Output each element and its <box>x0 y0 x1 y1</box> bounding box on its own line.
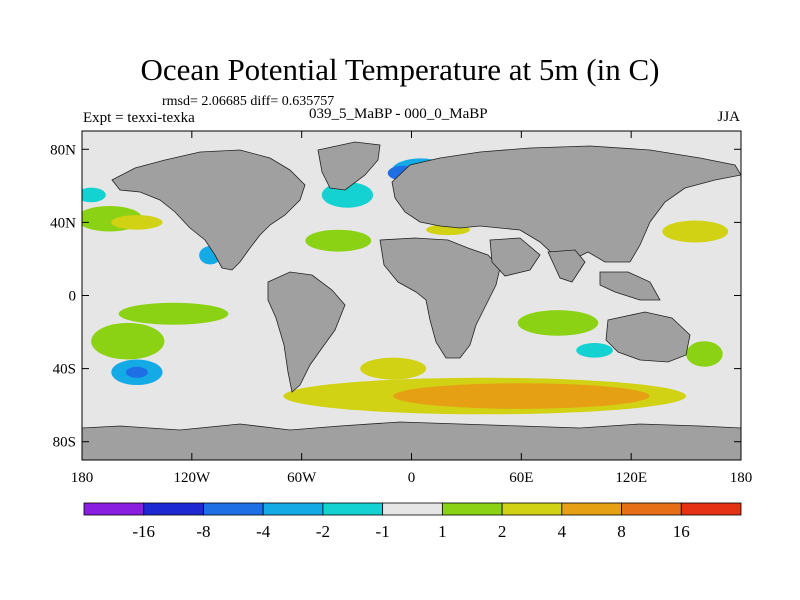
anomaly-tasman-warm <box>686 341 723 367</box>
colorbar-label: -1 <box>376 522 390 541</box>
anomaly-north-pacific-warm <box>111 215 163 230</box>
anomaly-nw-pacific-cool <box>82 187 106 203</box>
colorbar: -16 -8 -4 -2 -1 1 2 4 8 16 <box>83 502 742 541</box>
lon-tick-label: 180 <box>730 470 753 486</box>
lon-tick-label: 60W <box>287 470 317 486</box>
lat-tick-label: 40S <box>53 362 76 378</box>
lon-tick-label: 60E <box>509 470 533 486</box>
anomaly-south-pacific-cold-core <box>125 366 148 378</box>
longitude-axis: 180 120W 60W 0 60E 120E 180 <box>71 131 753 486</box>
colorbar-label: -8 <box>196 522 210 541</box>
lat-tick-label: 0 <box>69 289 77 305</box>
experiment-label: Expt = texxi-texka <box>83 110 195 126</box>
lon-tick-label: 180 <box>71 470 94 486</box>
lat-tick-label: 80N <box>50 142 76 158</box>
case-label: 039_5_MaBP - 000_0_MaBP <box>309 106 488 122</box>
colorbar-swatch <box>83 502 145 516</box>
latitude-axis: 80N 40N 0 40S 80S <box>50 142 741 451</box>
anomaly-east-pacific-warm <box>118 302 229 325</box>
colorbar-swatch <box>441 502 503 516</box>
season-label: JJA <box>717 109 740 125</box>
anomaly-layer <box>82 152 729 415</box>
anomaly-nw-pacific-kuroshio <box>662 220 729 243</box>
colorbar-swatch <box>143 502 204 516</box>
colorbar-label: -2 <box>316 522 330 541</box>
colorbar-swatch <box>621 502 682 516</box>
anomaly-south-indian-cold <box>576 343 613 358</box>
colorbar-label: 8 <box>617 522 626 541</box>
lat-tick-label: 80S <box>53 435 76 451</box>
colorbar-label: 1 <box>438 522 447 541</box>
colorbar-label: -4 <box>256 522 271 541</box>
anomaly-indian-ocean-warm <box>517 310 599 336</box>
lon-tick-label: 120E <box>615 470 647 486</box>
colorbar-swatch <box>680 502 742 516</box>
anomaly-south-atlantic-warm <box>360 357 427 380</box>
anomaly-south-pacific-warm <box>91 322 165 360</box>
colorbar-swatch <box>382 502 443 516</box>
colorbar-swatch <box>203 502 264 516</box>
colorbar-swatch <box>501 502 563 516</box>
lon-tick-label: 120W <box>173 470 211 486</box>
colorbar-label: 4 <box>558 522 567 541</box>
colorbar-swatch <box>262 502 324 516</box>
colorbar-swatch <box>561 502 622 516</box>
statistics-label: rmsd= 2.06685 diff= 0.635757 <box>162 94 335 109</box>
map-title: Ocean Potential Temperature at 5m (in C) <box>140 52 660 87</box>
anomaly-southern-ocean-core <box>393 383 650 409</box>
colorbar-label: 16 <box>673 522 690 541</box>
lon-tick-label: 0 <box>408 470 416 486</box>
colorbar-swatch <box>322 502 384 516</box>
colorbar-label: 2 <box>498 522 507 541</box>
colorbar-label: -16 <box>132 522 155 541</box>
anomaly-mid-atlantic-warm <box>305 229 372 252</box>
land-mask <box>82 141 741 460</box>
lat-tick-label: 40N <box>50 215 76 231</box>
